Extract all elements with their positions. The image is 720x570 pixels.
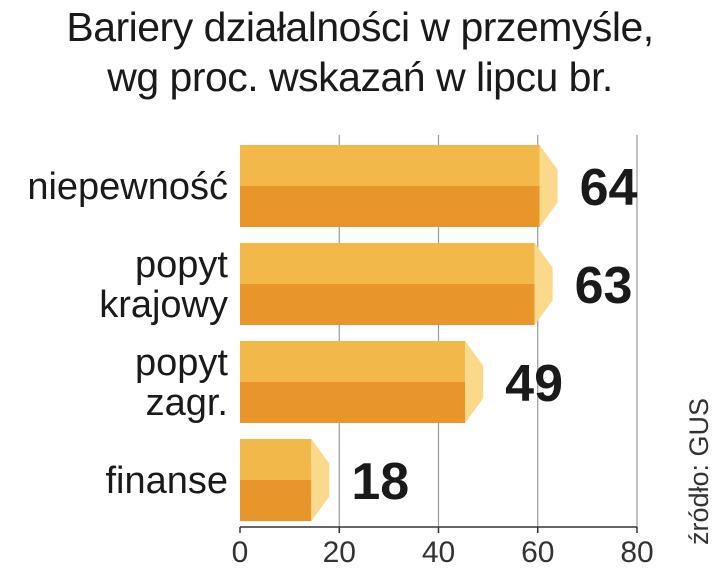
category-label-2-line-1: zagr. xyxy=(146,382,228,424)
value-label-2: 49 xyxy=(505,355,563,413)
category-label-2-line-0: popyt xyxy=(135,342,228,384)
x-tick-label-60: 60 xyxy=(521,536,554,569)
bar-tip xyxy=(311,439,330,521)
bar-0 xyxy=(240,145,558,227)
bar-top-face xyxy=(240,145,540,186)
x-tick-label-0: 0 xyxy=(232,536,249,569)
x-tick-label-80: 80 xyxy=(620,536,653,569)
bar-3 xyxy=(240,439,330,521)
category-label-1-line-1: krajowy xyxy=(99,284,228,326)
bar-1 xyxy=(240,243,553,325)
category-label-3-line-0: finanse xyxy=(105,460,228,502)
bar-bottom-face xyxy=(240,186,540,227)
value-label-0: 64 xyxy=(580,159,638,217)
bar-tip xyxy=(539,145,558,227)
bar-tip xyxy=(534,243,553,325)
bar-top-face xyxy=(240,243,535,284)
bars xyxy=(240,145,558,521)
x-tick-label-40: 40 xyxy=(422,536,455,569)
chart-title: Bariery działalności w przemyśle, wg pro… xyxy=(0,2,720,102)
bar-top-face xyxy=(240,341,466,382)
bar-bottom-face xyxy=(240,284,535,325)
chart-title-line-1: Bariery działalności w przemyśle, xyxy=(66,4,654,50)
bar-top-face xyxy=(240,439,312,480)
chart-title-line-2: wg proc. wskazań w lipcu br. xyxy=(107,54,613,100)
value-label-1: 63 xyxy=(575,257,633,315)
x-tick-label-20: 20 xyxy=(323,536,356,569)
category-label-0-line-0: niepewność xyxy=(27,166,228,208)
bar-bottom-face xyxy=(240,480,312,521)
value-label-3: 18 xyxy=(351,453,409,511)
bar-bottom-face xyxy=(240,382,466,423)
source-note: źródło: GUS xyxy=(684,398,714,545)
x-axis: 0 20 40 60 80 xyxy=(232,526,654,569)
bar-2 xyxy=(240,341,484,423)
category-label-1-line-0: popyt xyxy=(135,244,228,286)
bar-tip xyxy=(465,341,484,423)
